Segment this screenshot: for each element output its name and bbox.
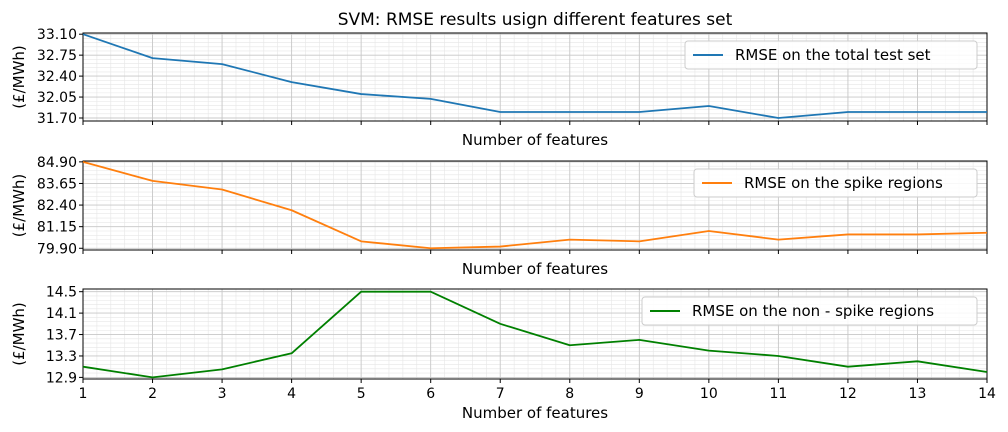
axes-frame [82,288,988,380]
y-tick-label: 33.10 [37,27,77,43]
y-tick-label: 79.90 [37,241,77,257]
x-tick-label: 7 [496,386,505,402]
y-tick-label: 83.65 [37,176,77,192]
legend-label: RMSE on the total test set [735,46,931,64]
legend-box [641,296,978,326]
y-tick-label: 32.05 [37,90,77,106]
axes-frame [82,32,988,122]
x-axis-label: Number of features [462,131,608,149]
x-tick-label: 5 [357,386,366,402]
x-tick-label: 12 [839,386,857,402]
y-tick-label: 13.7 [46,328,77,344]
y-tick-label: 14.1 [46,306,77,322]
y-tick-label: 32.40 [37,69,77,85]
x-tick-label: 2 [148,386,157,402]
subplot-spike-regions: 79.90 81.15 82.40 83.65 84.90 Number of featu… [10,155,988,278]
x-tick-label: 11 [769,386,787,402]
x-tick-label: 8 [565,386,574,402]
x-tick-label: 13 [909,386,927,402]
x-tick-label: 10 [700,386,718,402]
y-tick-label: 32.75 [37,48,77,64]
legend-label: RMSE on the spike regions [744,174,943,192]
y-tick-label: 13.3 [46,349,77,365]
series-line [82,33,987,119]
x-tick-label: 6 [426,386,435,402]
x-tick-label: 9 [635,386,644,402]
x-tick-label: 14 [978,386,996,402]
chart-title: SVM: RMSE results usign different featur… [338,10,733,30]
y-tick-label: 84.90 [37,155,77,171]
legend-box [684,40,978,70]
subplot-total-test-set: 31.70 32.05 32.40 32.75 33.10 Number of featu… [10,27,988,149]
x-tick-label: 1 [79,386,88,402]
y-axis-label: (£/MWh) [10,302,28,366]
axes-frame [82,160,988,251]
y-tick-label: 12.9 [46,370,77,386]
x-axis-label: Number of features [462,260,608,278]
x-axis-label: Number of features [462,404,608,422]
y-tick-label: 31.70 [37,111,77,127]
series-line [82,160,988,250]
y-tick-label: 14.5 [46,285,77,301]
y-axis-label: (£/MWh) [10,174,28,238]
y-tick-label: 82.40 [37,198,77,214]
subplot-non-spike-regions: 12.913.313.714.114.51 2 3 4 5 6 7 8 9 10 11 12 13 14N… [10,285,996,422]
y-axis-label: (£/MWh) [10,45,28,109]
series-line [82,290,988,379]
legend-label: RMSE on the non - spike regions [692,302,934,320]
x-tick-label: 4 [287,386,296,402]
y-tick-label: 81.15 [37,220,77,236]
legend-box [693,168,978,198]
x-tick-label: 3 [218,386,227,402]
